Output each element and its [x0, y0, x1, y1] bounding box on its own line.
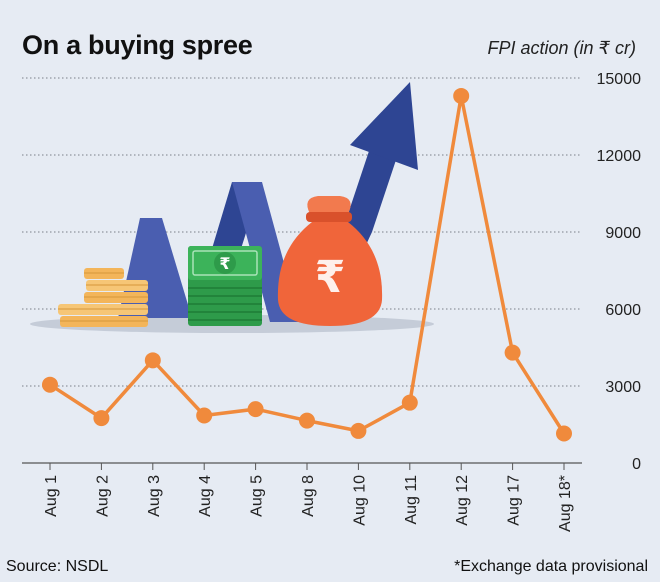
data-point — [504, 344, 521, 361]
data-point — [401, 394, 418, 411]
y-tick-label: 12000 — [597, 148, 642, 165]
y-tick-label: 9000 — [605, 225, 641, 242]
x-axis-ticks: Aug 1 Aug 2 Aug 3 Aug 4 Aug 5 Aug 8 Aug 10 Aug … — [43, 463, 574, 532]
bag-rupee-symbol: ₹ — [315, 252, 346, 303]
unit-label: FPI action (in ₹ cr) — [487, 38, 636, 58]
x-tick-label: Aug 18* — [557, 475, 574, 532]
x-tick-label: Aug 10 — [351, 475, 368, 526]
y-tick-label: 6000 — [605, 302, 641, 319]
source-note: Source: NSDL — [6, 558, 109, 575]
chart-title: On a buying spree — [22, 30, 253, 60]
rupee-symbol: ₹ — [219, 254, 230, 273]
banknote-bundle-icon: ₹ — [188, 246, 262, 326]
x-tick-label: Aug 12 — [454, 475, 471, 526]
data-point — [93, 410, 110, 427]
x-tick-label: Aug 1 — [43, 475, 60, 517]
y-tick-label: 3000 — [605, 379, 641, 396]
data-point — [247, 401, 264, 418]
data-point — [196, 407, 213, 424]
y-tick-label: 0 — [632, 456, 641, 473]
gold-coins-stack-icon — [58, 268, 148, 327]
y-axis-ticks: 0 3000 6000 9000 12000 15000 — [597, 71, 642, 473]
illustration: ₹ ₹ — [30, 82, 434, 333]
data-point — [42, 376, 58, 393]
x-tick-label: Aug 2 — [94, 475, 111, 517]
x-tick-label: Aug 8 — [300, 475, 317, 517]
x-tick-label: Aug 5 — [249, 475, 266, 517]
x-tick-label: Aug 11 — [403, 475, 420, 525]
data-point — [350, 422, 367, 439]
x-tick-label: Aug 4 — [197, 475, 214, 517]
data-point — [556, 425, 572, 442]
x-tick-label: Aug 17 — [506, 475, 523, 526]
data-point — [299, 412, 315, 429]
data-point — [453, 87, 470, 104]
x-tick-label: Aug 3 — [146, 475, 163, 517]
data-point — [144, 352, 161, 369]
data-points — [42, 87, 572, 442]
y-tick-label: 15000 — [597, 71, 642, 88]
rupee-money-bag-icon: ₹ — [277, 196, 383, 326]
provisional-note: *Exchange data provisional — [454, 558, 648, 575]
